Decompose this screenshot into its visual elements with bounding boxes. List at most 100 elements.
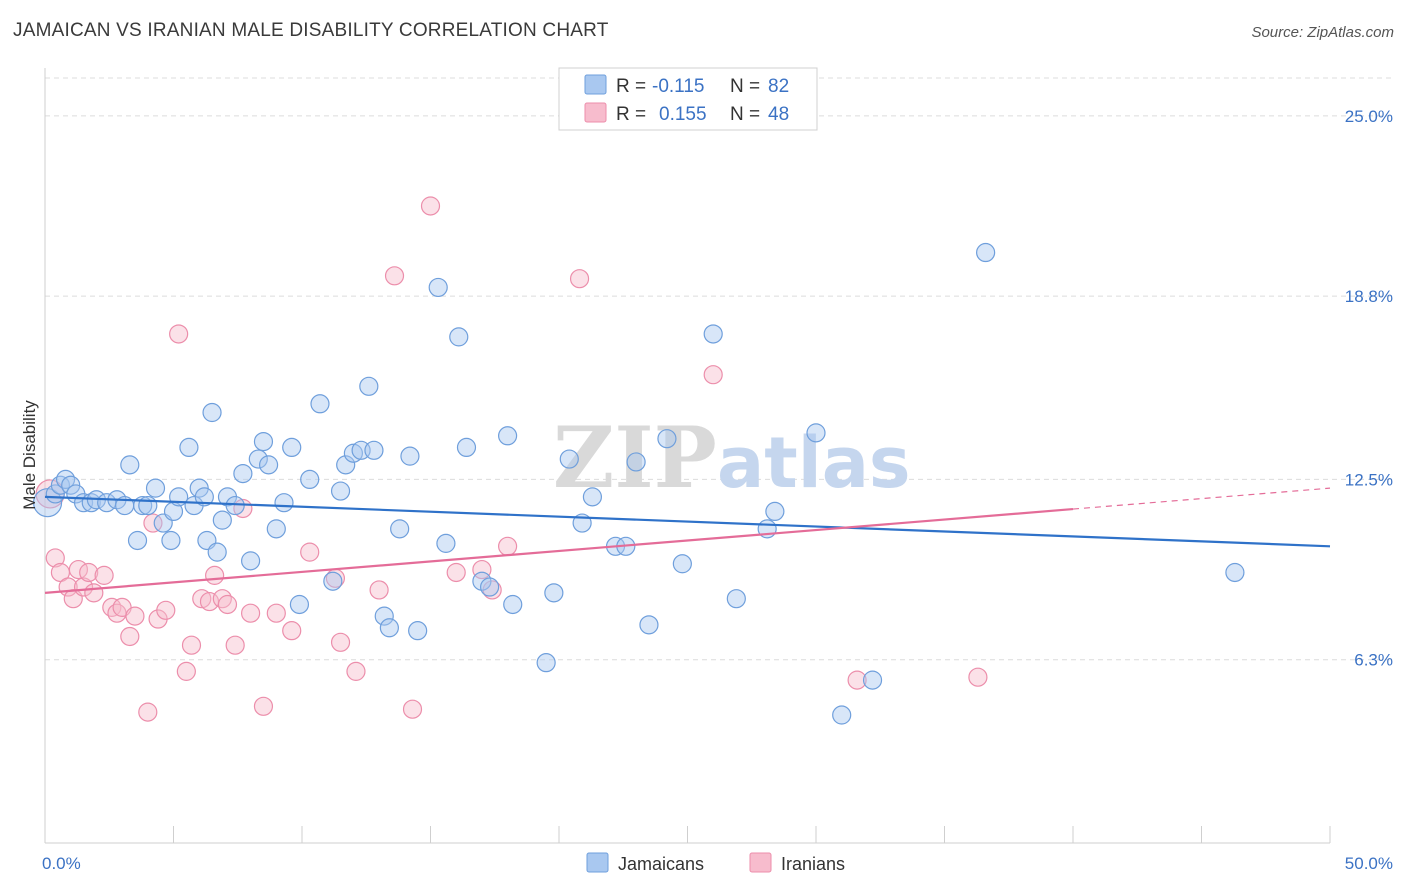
jamaicans-point xyxy=(503,594,523,615)
jamaicans-point xyxy=(400,446,420,466)
jamaicans-point xyxy=(498,426,518,446)
jamaicans-point xyxy=(408,621,428,641)
jamaicans-point xyxy=(225,495,245,516)
iranians-point xyxy=(300,542,320,562)
jamaicans-point xyxy=(672,554,692,574)
iranians-point xyxy=(569,269,590,289)
chart-source: Source: ZipAtlas.com xyxy=(1251,24,1394,41)
jamaicans-point xyxy=(806,423,826,443)
y-tick-label: 6.3% xyxy=(1354,651,1393,670)
iranians-point xyxy=(420,196,441,216)
jamaicans-point xyxy=(536,653,556,673)
jamaicans-point xyxy=(544,583,564,603)
iranians-point xyxy=(192,589,212,609)
legend-swatch-iranians xyxy=(584,102,607,123)
jamaicans-point xyxy=(323,571,343,591)
tick-labels: 6.3% 12.5% 18.8% 25.0% 0.0% 50.0% xyxy=(42,107,1393,873)
iranians-point xyxy=(156,600,176,620)
bottom-legend-label-jamaicans: Jamaicans xyxy=(618,854,704,874)
jamaicans-point xyxy=(726,589,746,609)
iranians-point xyxy=(176,661,196,681)
trend-line-extension-iranians xyxy=(1072,487,1331,510)
iranians-point xyxy=(384,266,405,286)
iranians-point xyxy=(225,635,245,655)
iranians-point xyxy=(241,603,261,623)
legend-n-label-jamaicans: N = xyxy=(730,76,760,97)
jamaicans-point xyxy=(161,530,181,551)
jamaicans-point xyxy=(241,551,261,571)
trend-line-iranians xyxy=(44,507,1074,594)
axes xyxy=(44,68,1331,844)
bottom-legend-swatch-iranians xyxy=(749,852,772,873)
watermark-zip: ZIP xyxy=(553,408,717,507)
iranians-point xyxy=(143,513,163,533)
jamaicans-point xyxy=(480,577,500,597)
iranians-point xyxy=(120,626,140,647)
bottom-legend-swatch-jamaicans xyxy=(586,852,609,873)
jamaicans-point xyxy=(359,376,379,396)
x-tick-label-min: 0.0% xyxy=(42,854,81,873)
trend-line-jamaicans xyxy=(44,495,1331,548)
jamaicans-point xyxy=(639,615,659,635)
jamaicans-point xyxy=(282,437,302,458)
jamaicans-point xyxy=(862,670,883,690)
jamaicans-point xyxy=(289,594,310,615)
jamaicans-point xyxy=(138,495,158,516)
iranians-point xyxy=(446,562,466,583)
legend-r-label-iranians: R = xyxy=(616,104,646,125)
jamaicans-point xyxy=(120,455,140,475)
jamaicans-point xyxy=(55,469,76,490)
watermark-atlas: atlas xyxy=(717,422,911,504)
iranians-point xyxy=(369,580,389,600)
bottom-legend-label-iranians: Iranians xyxy=(781,854,845,874)
iranians-point xyxy=(968,667,988,687)
jamaicans-point xyxy=(582,487,603,507)
iranians-point xyxy=(330,632,351,652)
jamaicans-point xyxy=(1225,562,1245,583)
iranians-point xyxy=(498,536,518,556)
legend-r-value-jamaicans: -0.115 xyxy=(652,76,704,97)
jamaicans-point xyxy=(832,705,852,725)
jamaicans-point xyxy=(390,519,410,539)
jamaicans-point xyxy=(330,481,351,501)
iranians-point xyxy=(125,606,145,626)
jamaicans-point xyxy=(364,440,384,460)
legend-n-label-iranians: N = xyxy=(730,104,760,125)
y-tick-label: 25.0% xyxy=(1345,107,1393,126)
jamaicans-point xyxy=(336,455,356,475)
jamaicans-point xyxy=(703,324,723,344)
jamaicans-point xyxy=(212,510,232,530)
iranians-point xyxy=(847,670,867,690)
iranians-point xyxy=(181,635,202,655)
legend-n-value-iranians: 48 xyxy=(768,104,789,125)
iranians-point xyxy=(73,577,94,597)
iranians-point xyxy=(79,562,99,583)
jamaicans-point xyxy=(253,431,274,452)
iranians-point xyxy=(217,594,238,615)
jamaicans-points xyxy=(32,242,1245,725)
jamaicans-point xyxy=(258,455,279,475)
jamaicans-point xyxy=(202,402,222,423)
jamaicans-point xyxy=(456,437,477,458)
iranians-point xyxy=(282,621,302,641)
iranians-point xyxy=(138,702,158,722)
x-tick-label-max: 50.0% xyxy=(1345,854,1393,873)
jamaicans-point xyxy=(145,478,166,498)
iranians-point xyxy=(703,365,723,385)
jamaicans-point xyxy=(657,429,677,449)
jamaicans-point xyxy=(266,519,286,539)
jamaicans-point xyxy=(428,277,448,298)
iranians-point xyxy=(205,565,225,585)
iranians-point xyxy=(266,603,286,623)
legend-r-label-jamaicans: R = xyxy=(616,76,646,97)
series-legend: Jamaicans Iranians xyxy=(586,852,845,874)
iranians-point xyxy=(94,565,114,585)
jamaicans-point xyxy=(379,618,399,638)
chart-title: JAMAICAN VS IRANIAN MALE DISABILITY CORR… xyxy=(13,20,609,41)
jamaicans-point xyxy=(179,437,199,458)
jamaicans-point xyxy=(343,443,363,463)
iranians-point xyxy=(212,589,232,609)
jamaicans-point xyxy=(626,452,646,472)
trend-lines xyxy=(44,487,1331,594)
y-axis-title: Male Disability xyxy=(20,400,39,510)
